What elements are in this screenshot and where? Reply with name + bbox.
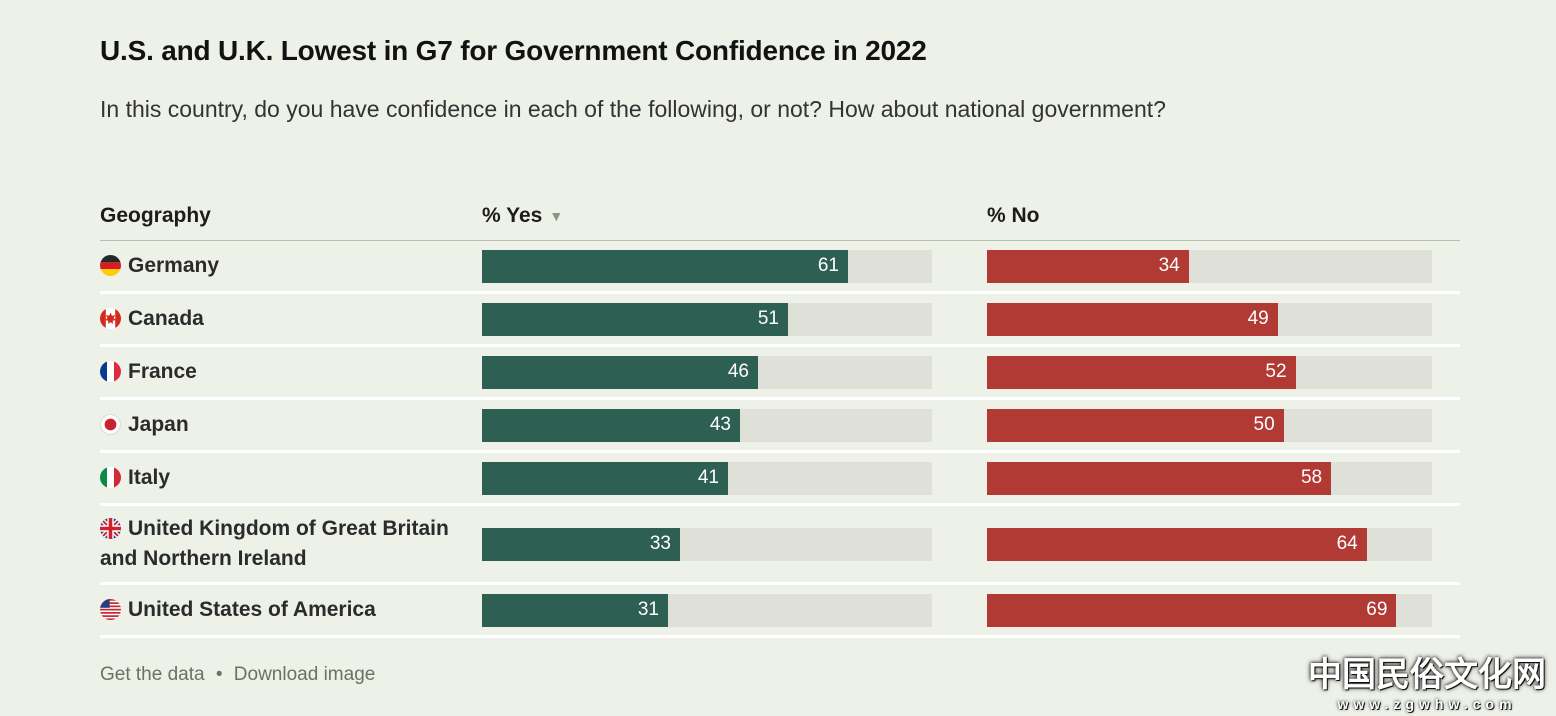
canada-flag-icon bbox=[100, 308, 121, 329]
italy-flag-icon bbox=[100, 467, 121, 488]
yes-bar: 31 bbox=[482, 593, 668, 627]
chart-page: U.S. and U.K. Lowest in G7 for Governmen… bbox=[100, 35, 1460, 686]
yes-value: 46 bbox=[727, 361, 749, 382]
yes-header-label: % Yes bbox=[482, 204, 543, 227]
column-header-geography[interactable]: Geography bbox=[100, 204, 211, 227]
country-name: Canada bbox=[128, 307, 204, 330]
yes-bar-track: 33 bbox=[482, 527, 932, 561]
sort-desc-icon: ▼ bbox=[549, 208, 564, 224]
country-label: Canada bbox=[100, 296, 482, 342]
country-label: Germany bbox=[100, 243, 482, 289]
uk-flag-icon bbox=[100, 518, 121, 539]
country-name: United States of America bbox=[128, 598, 376, 621]
yes-bar-track: 46 bbox=[482, 355, 932, 389]
yes-value: 33 bbox=[649, 533, 671, 554]
yes-value: 41 bbox=[697, 467, 719, 488]
yes-bar: 33 bbox=[482, 527, 680, 561]
yes-bar-track: 31 bbox=[482, 593, 932, 627]
yes-value: 51 bbox=[757, 308, 779, 329]
table-row: United Kingdom of Great Britain and Nort… bbox=[100, 506, 1460, 585]
watermark-url: www.zgwhw.com bbox=[1337, 696, 1517, 712]
no-value: 49 bbox=[1247, 308, 1269, 329]
no-bar: 58 bbox=[987, 461, 1332, 495]
no-value: 34 bbox=[1158, 255, 1180, 276]
no-bar: 50 bbox=[987, 408, 1284, 442]
no-bar-track: 49 bbox=[987, 302, 1432, 336]
yes-value: 31 bbox=[637, 599, 659, 620]
footer-separator: • bbox=[215, 664, 223, 685]
no-bar-track: 34 bbox=[987, 249, 1432, 283]
country-name: Germany bbox=[128, 254, 220, 277]
yes-bar-track: 61 bbox=[482, 249, 932, 283]
no-bar: 52 bbox=[987, 355, 1296, 389]
yes-bar: 46 bbox=[482, 355, 758, 389]
yes-bar-track: 51 bbox=[482, 302, 932, 336]
no-value: 69 bbox=[1366, 599, 1388, 620]
no-value: 52 bbox=[1265, 361, 1287, 382]
yes-bar: 41 bbox=[482, 461, 728, 495]
no-bar-track: 64 bbox=[987, 527, 1432, 561]
table-header: Geography % Yes ▼ % No bbox=[100, 204, 1460, 241]
table-row: Japan 43 50 bbox=[100, 400, 1460, 453]
table-row: France 46 52 bbox=[100, 347, 1460, 400]
yes-bar: 43 bbox=[482, 408, 740, 442]
table-row: Germany 61 34 bbox=[100, 241, 1460, 294]
japan-flag-icon bbox=[100, 414, 121, 435]
table-body: Germany 61 34 Canada 51 49 France 46 52 Japan 43 50… bbox=[100, 241, 1460, 638]
no-value: 50 bbox=[1253, 414, 1275, 435]
country-label: Italy bbox=[100, 455, 482, 501]
no-bar: 69 bbox=[987, 593, 1397, 627]
no-value: 64 bbox=[1336, 533, 1358, 554]
chart-subtitle: In this country, do you have confidence … bbox=[100, 96, 1166, 122]
country-label: France bbox=[100, 349, 482, 395]
column-header-yes[interactable]: % Yes ▼ bbox=[482, 204, 932, 228]
country-name: United Kingdom of Great Britain and Nort… bbox=[100, 517, 449, 570]
get-data-link[interactable]: Get the data bbox=[100, 664, 205, 685]
table-row: Canada 51 49 bbox=[100, 294, 1460, 347]
download-image-link[interactable]: Download image bbox=[233, 664, 376, 685]
country-name: France bbox=[128, 360, 197, 383]
column-header-no[interactable]: % No bbox=[987, 204, 1040, 227]
no-bar: 49 bbox=[987, 302, 1278, 336]
yes-bar-track: 41 bbox=[482, 461, 932, 495]
no-value: 58 bbox=[1300, 467, 1323, 488]
country-name: Japan bbox=[128, 413, 189, 436]
yes-bar: 61 bbox=[482, 249, 848, 283]
country-label: United Kingdom of Great Britain and Nort… bbox=[100, 506, 482, 582]
germany-flag-icon bbox=[100, 255, 121, 276]
country-label: Japan bbox=[100, 402, 482, 448]
france-flag-icon bbox=[100, 361, 121, 382]
no-bar: 34 bbox=[987, 249, 1189, 283]
no-bar-track: 69 bbox=[987, 593, 1432, 627]
country-label: United States of America bbox=[100, 587, 482, 633]
no-bar: 64 bbox=[987, 527, 1367, 561]
footer: Get the data • Download image bbox=[100, 664, 1460, 686]
no-bar-track: 50 bbox=[987, 408, 1432, 442]
country-name: Italy bbox=[128, 466, 171, 489]
usa-flag-icon bbox=[100, 599, 121, 620]
yes-bar: 51 bbox=[482, 302, 788, 336]
yes-value: 43 bbox=[709, 414, 731, 435]
chart-title: U.S. and U.K. Lowest in G7 for Governmen… bbox=[100, 35, 927, 66]
table-row: Italy 41 58 bbox=[100, 453, 1460, 506]
yes-value: 61 bbox=[817, 255, 839, 276]
no-bar-track: 52 bbox=[987, 355, 1432, 389]
yes-bar-track: 43 bbox=[482, 408, 932, 442]
table-row: United States of America 31 69 bbox=[100, 585, 1460, 638]
no-bar-track: 58 bbox=[987, 461, 1432, 495]
